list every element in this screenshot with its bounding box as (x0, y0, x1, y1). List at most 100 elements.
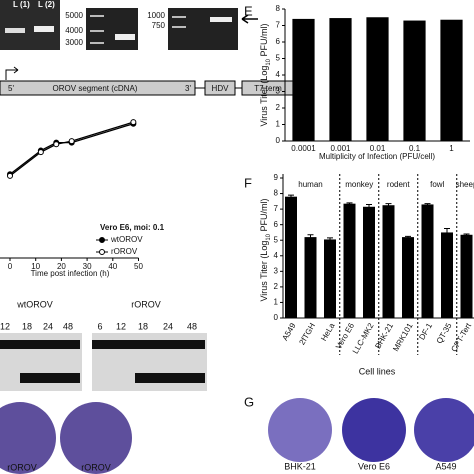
x-tick-label: 1 (449, 144, 454, 153)
gel-band (90, 30, 104, 32)
cell-label: Vero E6 (358, 461, 390, 471)
bar (441, 232, 453, 318)
gel-band (172, 26, 186, 28)
legend-marker (99, 249, 105, 255)
bar (324, 239, 336, 318)
error-bar (385, 203, 392, 207)
bar (402, 237, 414, 318)
y-axis-label-part: PFU/ml) (259, 198, 269, 234)
blot-band (0, 340, 80, 349)
blot-group-label: rOROV (131, 299, 161, 309)
construct-label: 3' (185, 84, 191, 93)
lane-label: M (125, 0, 132, 8)
panel-label: E (244, 3, 253, 18)
construct-label: T7 term (254, 84, 282, 93)
y-tick-label: 1 (274, 298, 279, 307)
y-axis-label-part: Virus Titer (Log (259, 241, 269, 302)
x-axis-label: Time post infection (h) (31, 269, 110, 278)
series-line (9, 121, 134, 177)
x-tick-label: 10 (31, 262, 40, 271)
point (130, 119, 137, 126)
legend-label: wtOROV (110, 235, 143, 244)
bar (403, 20, 426, 141)
lane-label: 48 (63, 321, 73, 331)
bar (440, 19, 463, 142)
blot-group-label: wtOROV (16, 299, 53, 309)
cell-label: A549 (435, 461, 456, 471)
y-tick-label: 6 (276, 37, 281, 46)
lane-label: 18 (138, 321, 148, 331)
point (68, 138, 75, 145)
arrow (241, 14, 258, 24)
construct-label: OROV segment (cDNA) (53, 84, 138, 93)
y-tick-label: 4 (274, 251, 279, 260)
y-axis-label-part: 10 (266, 233, 272, 240)
bar (329, 18, 352, 142)
lane-label: L (1) (13, 0, 30, 9)
y-tick-label: 5 (274, 235, 279, 244)
lane-label: 1 kb (175, 2, 187, 8)
gel-image (168, 8, 238, 50)
ladder-label: 4000 (65, 26, 83, 35)
bar (285, 196, 297, 318)
x-tick-label: 0.01 (370, 144, 386, 153)
x-axis-label: Multiplicity of Infection (PFU/cell) (319, 152, 435, 161)
bar (366, 17, 389, 141)
lane-label: 18 (22, 321, 32, 331)
group-label: rodent (387, 180, 410, 189)
lane-label: 6 (97, 321, 102, 331)
y-tick-label: 3 (274, 266, 279, 275)
gel-band (115, 34, 135, 40)
group-label: fowl (430, 180, 444, 189)
ladder-label: 750 (152, 21, 166, 30)
gel-band (172, 16, 186, 18)
bar (460, 234, 473, 318)
legend-title: Vero E6, moi: 0.1 (100, 223, 165, 232)
lane-label: 1 kb (92, 2, 104, 8)
y-axis-label-part: PFU/ml) (259, 23, 269, 59)
gel-band (5, 28, 25, 33)
x-tick-label: DF-1 (417, 321, 434, 341)
error-bar (405, 235, 411, 238)
error-bar (288, 194, 294, 199)
plaque-well (0, 402, 56, 474)
ladder-label: 1000 (147, 11, 165, 20)
y-tick-label: 7 (274, 204, 279, 213)
y-tick-label: 4 (276, 70, 281, 79)
bar (382, 205, 395, 318)
y-tick-label: 6 (274, 220, 279, 229)
group-label: monkey (345, 180, 373, 189)
x-tick-label: 40 (108, 262, 117, 271)
x-tick-label: 50 (134, 262, 143, 271)
y-tick-label: 3 (276, 87, 281, 96)
error-bar (444, 228, 450, 237)
panel-label: G (244, 394, 254, 409)
gel-band (34, 26, 54, 32)
point (37, 149, 44, 156)
y-tick-label: 0 (276, 136, 281, 145)
x-tick-label: 0 (8, 262, 13, 271)
y-tick-label: 1 (276, 120, 281, 129)
legend-label: rOROV (111, 247, 138, 256)
lane-label: 12 (116, 321, 126, 331)
lane-label: S (218, 0, 224, 8)
point (53, 141, 60, 148)
plaque-well (342, 398, 406, 462)
x-tick-label: A549 (280, 321, 297, 342)
gel-band (210, 17, 232, 22)
y-tick-label: 0 (274, 313, 279, 322)
x-tick-label: 30 (83, 262, 92, 271)
error-bar (327, 237, 333, 241)
y-axis-label-part: Virus Titer (Log (259, 66, 269, 127)
blot-band (92, 340, 205, 349)
hdv-box (204, 80, 236, 96)
y-tick-label: 8 (274, 189, 279, 198)
lane-label: 24 (163, 321, 173, 331)
bar (304, 237, 317, 318)
series-line (9, 123, 134, 175)
x-axis-label: Cell lines (359, 366, 396, 376)
gel-band (90, 42, 104, 44)
error-bar (424, 203, 431, 206)
y-tick-label: 8 (276, 4, 281, 13)
